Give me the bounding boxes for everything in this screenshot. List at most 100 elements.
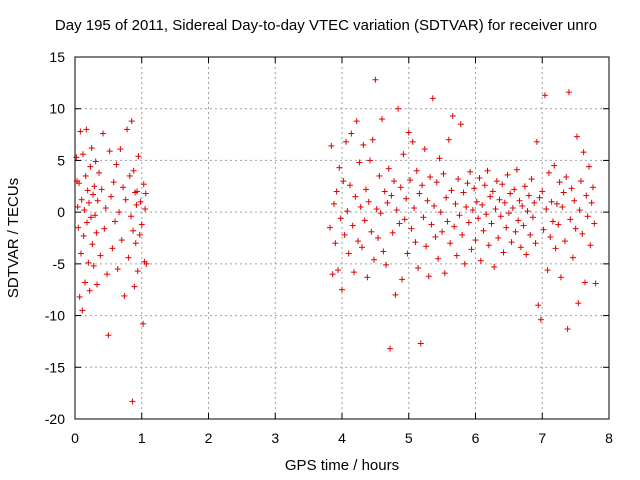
data-point (77, 128, 84, 135)
data-point (516, 197, 523, 204)
data-point (389, 229, 396, 236)
data-point (377, 210, 384, 217)
data-point (519, 202, 526, 209)
data-point (143, 260, 150, 267)
data-point (461, 260, 468, 267)
data-point (92, 212, 99, 219)
data-point (463, 203, 470, 210)
data-point (114, 266, 121, 273)
data-point (589, 184, 596, 191)
data-point (503, 224, 510, 231)
y-tick-label: 0 (57, 204, 65, 220)
data-point (330, 200, 337, 207)
data-point (104, 271, 111, 278)
data-point (132, 240, 139, 247)
data-point (87, 163, 94, 170)
data-point (448, 187, 455, 194)
y-tick-label: -20 (45, 411, 65, 427)
data-point (142, 190, 149, 197)
data-point (569, 254, 576, 261)
data-point (477, 257, 484, 264)
y-tick-label: -5 (53, 256, 66, 272)
data-point (347, 182, 354, 189)
y-tick-label: 5 (57, 152, 65, 168)
data-point (508, 239, 515, 246)
data-point (507, 190, 514, 197)
data-point (525, 192, 532, 199)
data-point (451, 223, 458, 230)
x-tick-label: 4 (338, 430, 346, 446)
data-point (376, 172, 383, 179)
data-point (361, 217, 368, 224)
data-point (412, 239, 419, 246)
data-point (492, 206, 499, 213)
data-point (82, 172, 89, 179)
data-point (460, 189, 467, 196)
data-point (444, 218, 451, 225)
data-point (536, 194, 543, 201)
data-point (473, 198, 480, 205)
data-point (337, 215, 344, 222)
data-point (140, 181, 147, 188)
data-point (343, 138, 350, 145)
data-point (341, 231, 348, 238)
data-point (505, 210, 512, 217)
data-point (489, 188, 496, 195)
data-point (399, 276, 406, 283)
data-point (551, 162, 558, 169)
data-point (517, 244, 524, 251)
data-point (128, 118, 135, 125)
data-point (334, 267, 341, 274)
data-point (135, 153, 142, 160)
data-point (527, 231, 534, 238)
y-tick-labels: 15 10 5 0 -5 -10 -15 -20 (45, 49, 65, 427)
data-point (133, 201, 140, 208)
data-point (504, 171, 511, 178)
data-point (134, 268, 141, 275)
data-point (532, 240, 539, 247)
data-point (74, 203, 81, 210)
data-point (471, 185, 478, 192)
data-point (423, 243, 430, 250)
data-point (352, 193, 359, 200)
data-point (585, 163, 592, 170)
data-point (128, 213, 135, 220)
data-point (396, 220, 403, 227)
data-point (420, 214, 427, 221)
y-axis-label: SDTVAR / TECUs (5, 178, 22, 298)
data-point (379, 116, 386, 123)
data-point (340, 178, 347, 185)
data-point (563, 173, 570, 180)
data-point (387, 345, 394, 352)
data-point (528, 176, 535, 183)
data-point (559, 203, 566, 210)
data-point (592, 280, 599, 287)
data-point (441, 270, 448, 277)
data-point (73, 154, 80, 161)
data-point (432, 233, 439, 240)
data-point (487, 193, 494, 200)
data-point (392, 291, 399, 298)
data-point (86, 199, 93, 206)
data-point (584, 213, 591, 220)
data-point (553, 200, 560, 207)
data-point (76, 180, 83, 187)
data-point (509, 205, 516, 212)
data-point (552, 245, 559, 252)
data-point (88, 214, 95, 221)
data-point (577, 178, 584, 185)
data-point (80, 151, 87, 158)
data-point (411, 205, 418, 212)
data-point (125, 254, 132, 261)
data-point (101, 225, 108, 232)
data-point (431, 202, 438, 209)
data-point (348, 130, 355, 137)
data-point (419, 182, 426, 189)
data-point (497, 213, 504, 220)
data-point (381, 188, 388, 195)
data-point (523, 251, 530, 258)
data-point (108, 193, 115, 200)
data-point (564, 326, 571, 333)
chart-title: Day 195 of 2011, Sidereal Day-to-day VTE… (55, 17, 597, 34)
data-point (449, 112, 456, 119)
